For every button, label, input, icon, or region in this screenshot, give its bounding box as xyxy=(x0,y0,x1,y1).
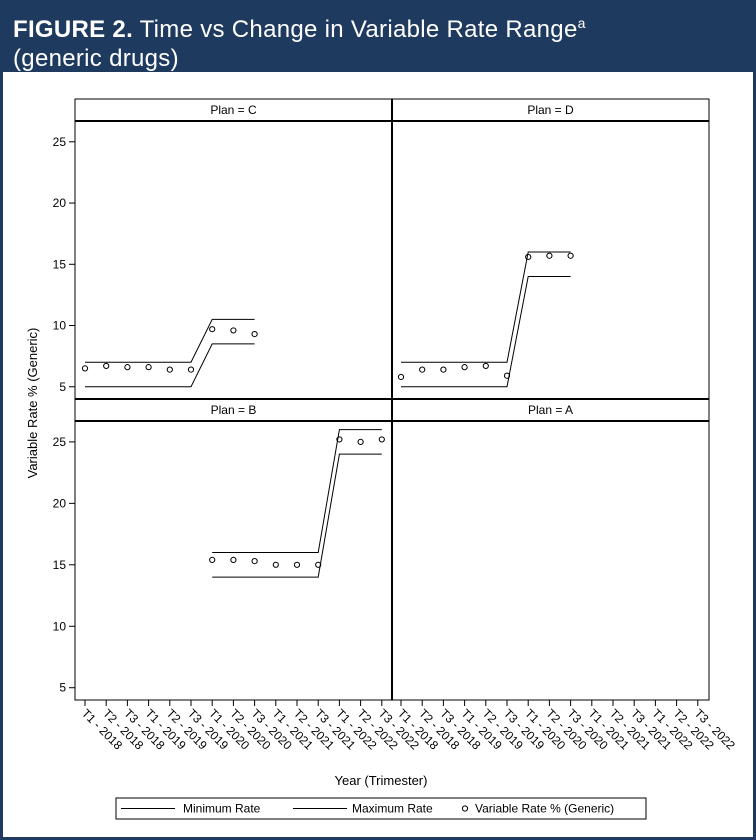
panel-title: Plan = A xyxy=(528,403,573,417)
panel-frame xyxy=(74,120,393,400)
rate-point xyxy=(230,556,237,563)
rate-point xyxy=(187,366,195,373)
rate-point xyxy=(546,252,553,259)
panel-frame xyxy=(391,120,710,400)
y-tick-label: 10 xyxy=(53,619,67,633)
rate-point xyxy=(209,326,216,333)
panel-frame xyxy=(74,420,393,701)
title-note: a xyxy=(577,15,586,31)
rate-point xyxy=(166,366,173,373)
legend-box xyxy=(115,797,647,820)
rate-line xyxy=(212,429,382,554)
rate-line xyxy=(212,453,382,578)
rate-point xyxy=(103,362,110,370)
y-tick-label: 10 xyxy=(53,319,67,333)
y-tick-label: 20 xyxy=(53,196,67,210)
y-tick-label: 20 xyxy=(53,496,67,510)
legend-label: Variable Rate % (Generic) xyxy=(475,802,614,816)
rate-point xyxy=(230,327,237,334)
panel-frame xyxy=(391,420,710,701)
rate-point xyxy=(145,364,152,371)
y-tick-label: 25 xyxy=(53,135,67,149)
rate-point xyxy=(397,373,405,381)
rate-point xyxy=(336,436,343,443)
rate-point xyxy=(251,558,258,565)
rate-point xyxy=(315,561,322,568)
rate-line xyxy=(401,251,571,363)
y-tick-label: 5 xyxy=(59,681,66,695)
y-tick-label: 15 xyxy=(53,558,67,572)
rate-point xyxy=(419,366,426,373)
rate-point xyxy=(124,364,131,371)
y-axis-label: Variable Rate % (Generic) xyxy=(25,328,40,479)
y-tick-label: 15 xyxy=(53,257,67,271)
header: FIGURE 2. Time vs Change in Variable Rat… xyxy=(3,3,753,72)
rate-point xyxy=(567,252,574,259)
x-axis-label: Year (Trimester) xyxy=(335,773,428,788)
rate-point xyxy=(503,372,511,379)
panel-title: Plan = C xyxy=(210,103,257,117)
legend-label: Maximum Rate xyxy=(352,802,433,816)
chart: 5 10 15 20 25 5 10 15 20 25 Plan = C Plan = D Plan =… xyxy=(25,98,738,820)
rate-line xyxy=(401,276,571,388)
legend-label: Minimum Rate xyxy=(183,802,261,816)
rate-point xyxy=(209,556,216,563)
rate-point xyxy=(461,364,468,371)
rate-point xyxy=(482,362,489,370)
rate-point xyxy=(272,561,279,568)
rate-point xyxy=(293,561,301,568)
y-tick-label: 5 xyxy=(59,380,66,394)
legend-swatch xyxy=(461,805,469,812)
panel-title: Plan = D xyxy=(527,103,574,117)
rate-line xyxy=(85,318,255,363)
rate-point xyxy=(378,436,385,443)
figure-label: FIGURE 2. xyxy=(13,16,134,43)
rate-point xyxy=(525,253,532,261)
rate-point xyxy=(81,365,89,372)
chart-subtitle: (generic drugs) xyxy=(13,45,179,72)
y-tick-label: 25 xyxy=(53,435,67,449)
panel-title: Plan = B xyxy=(211,403,257,417)
rate-point xyxy=(440,366,447,373)
rate-point xyxy=(357,438,364,445)
chart-title: Time vs Change in Variable Rate Range xyxy=(139,16,578,43)
rate-point xyxy=(251,330,258,338)
rate-line xyxy=(85,343,255,388)
